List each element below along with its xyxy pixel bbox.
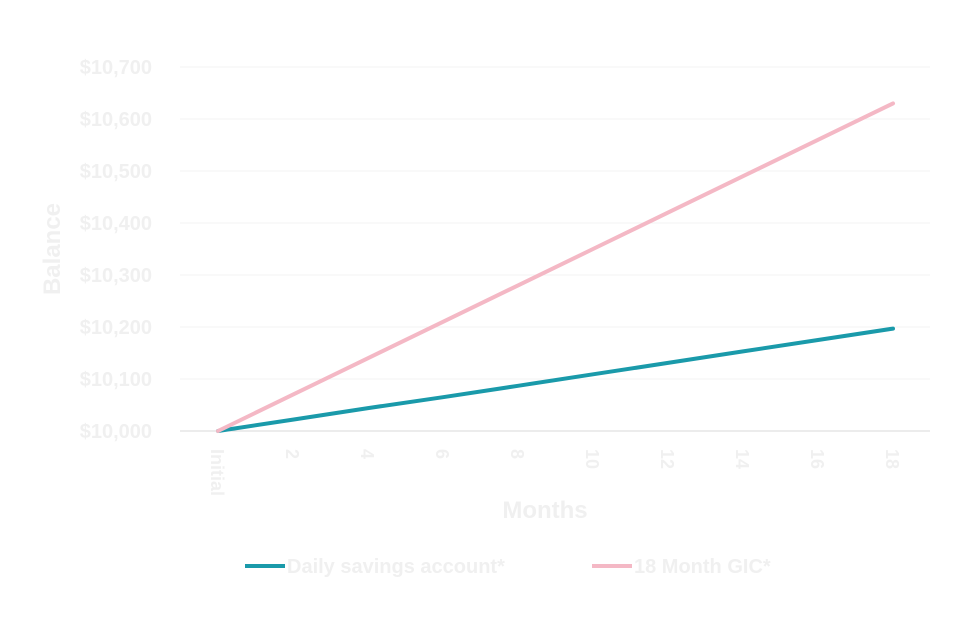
- y-tick-label: $10,700: [80, 57, 152, 79]
- series-line-gic: [216, 101, 895, 433]
- legend-label-gic: 18 Month GIC*: [634, 556, 771, 578]
- x-tick-label: 6: [432, 449, 452, 459]
- x-axis-title: Months: [502, 497, 587, 524]
- y-axis-title: Balance: [39, 203, 66, 295]
- y-tick-label: $10,600: [80, 109, 152, 131]
- x-tick-label: 2: [282, 449, 302, 459]
- x-tick-label: 16: [807, 449, 827, 469]
- y-tick-label: $10,000: [80, 421, 152, 443]
- x-tick-label: Initial: [207, 449, 227, 496]
- y-tick-label: $10,400: [80, 213, 152, 235]
- y-tick-label: $10,500: [80, 161, 152, 183]
- x-tick-label: 12: [657, 449, 677, 469]
- x-tick-label: 14: [732, 449, 752, 469]
- gridlines: [180, 66, 930, 432]
- y-tick-label: $10,200: [80, 317, 152, 339]
- y-tick-label: $10,100: [80, 369, 152, 391]
- x-axis-ticks: Initial 2 4 6 8 10 12 14 16 18: [207, 449, 902, 496]
- x-tick-label: 4: [357, 449, 377, 459]
- legend-label-daily-savings: Daily savings account*: [287, 556, 505, 578]
- x-tick-label: 8: [507, 449, 527, 459]
- y-tick-label: $10,300: [80, 265, 152, 287]
- x-tick-label: 18: [882, 449, 902, 469]
- series-lines: [216, 101, 895, 433]
- series-line-daily-savings: [216, 326, 895, 433]
- legend: Daily savings account* 18 Month GIC*: [245, 556, 771, 578]
- x-tick-label: 10: [582, 449, 602, 469]
- y-axis-ticks: $10,000 $10,100 $10,200 $10,300 $10,400 $10,5…: [80, 57, 152, 443]
